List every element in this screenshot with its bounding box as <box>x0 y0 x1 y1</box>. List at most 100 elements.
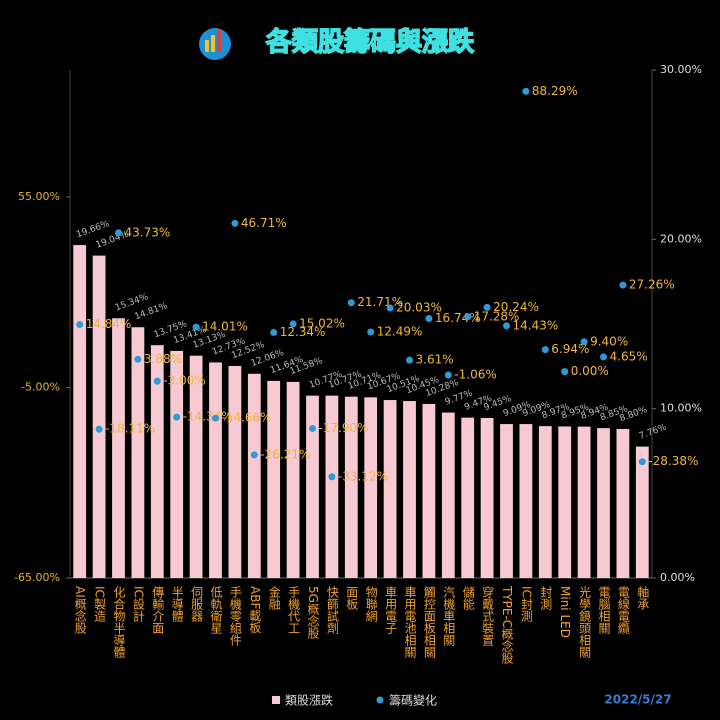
dot-label: 4.65% <box>610 349 648 363</box>
dot-label: -14.34% <box>183 410 233 424</box>
bar <box>403 401 416 578</box>
legend-swatch <box>272 696 280 704</box>
dot-label: 12.49% <box>377 324 423 338</box>
dot-label: 3.88% <box>144 352 182 366</box>
dot-label: 17.28% <box>474 309 520 323</box>
dot-label: 3.61% <box>416 353 454 367</box>
y-tick-label: -65.00% <box>14 571 60 584</box>
dot-label: -14.66% <box>222 411 272 425</box>
dot <box>541 346 549 354</box>
bar <box>500 424 513 578</box>
dot-label: 43.73% <box>125 225 171 239</box>
dot <box>270 328 278 336</box>
y2-tick-label: 30.00% <box>660 63 702 76</box>
x-tick-label: 快篩試劑 <box>325 586 339 634</box>
x-tick-label: AI概念股 <box>73 586 87 634</box>
x-tick-label: Mini LED <box>558 586 572 638</box>
bar <box>616 428 630 578</box>
x-tick-label: 伺服器 <box>190 586 204 623</box>
bar <box>247 373 261 578</box>
dot-label: 14.43% <box>513 318 559 332</box>
bar <box>325 395 339 578</box>
bar <box>519 424 533 578</box>
dot <box>134 355 142 363</box>
x-tick-label: 儲能 <box>461 586 475 610</box>
bar <box>364 397 378 578</box>
x-tick-label: 穿戴式裝置 <box>481 585 495 646</box>
legend-label: 籌碼變化 <box>389 693 437 708</box>
bar <box>461 417 475 578</box>
dot-label: -28.38% <box>648 454 698 468</box>
dot <box>503 322 510 330</box>
bar <box>286 381 300 578</box>
dot <box>192 323 200 331</box>
dot <box>367 328 375 336</box>
dot <box>76 321 84 329</box>
x-tick-label: 車用電子 <box>384 586 398 634</box>
bar <box>131 327 145 578</box>
dot-label: 27.26% <box>629 278 675 292</box>
legend-swatch <box>376 696 384 704</box>
bar <box>150 345 164 578</box>
dot <box>289 320 297 328</box>
dot-label: 0.00% <box>571 364 609 378</box>
y2-tick-label: 10.00% <box>660 402 702 415</box>
legend-label: 類股漲跌 <box>285 693 333 708</box>
dot-label: -17.90% <box>319 421 369 435</box>
x-tick-label: 光學鏡頭相關 <box>578 586 592 658</box>
dot <box>115 229 122 237</box>
dot <box>444 371 452 379</box>
dot <box>328 473 336 481</box>
dot-label: 12.34% <box>280 325 326 339</box>
dot <box>522 87 530 95</box>
bar <box>228 365 242 578</box>
x-tick-label: 5G概念股 <box>306 586 320 639</box>
x-tick-label: 電腦相關 <box>597 586 611 634</box>
chart-title: 各類股籌碼與漲跌 <box>265 27 474 58</box>
bar <box>441 412 455 578</box>
dot-label: 20.24% <box>493 300 539 314</box>
bar <box>635 446 649 578</box>
bar <box>73 245 87 578</box>
dot <box>600 353 607 361</box>
dot <box>153 377 161 385</box>
x-tick-label: 車用電池相關 <box>403 586 417 658</box>
bar <box>306 395 319 578</box>
bar <box>480 417 494 578</box>
x-tick-label: IC封測 <box>519 586 533 622</box>
x-tick-label: 低軌衛星 <box>209 586 223 634</box>
dot-label: -26.21% <box>260 447 310 461</box>
bar <box>112 318 125 578</box>
dot <box>173 413 181 421</box>
dot <box>580 338 588 346</box>
bar <box>383 400 397 578</box>
x-tick-label: 傳輸介面 <box>151 586 165 634</box>
bar <box>209 362 222 578</box>
bar <box>92 255 106 578</box>
logo <box>199 28 231 60</box>
dot-label: 46.71% <box>241 216 287 230</box>
bar <box>267 380 281 578</box>
x-tick-label: 手機零組件 <box>228 586 242 646</box>
dot <box>309 424 316 432</box>
bar <box>422 403 436 578</box>
dot-label: -3.00% <box>163 374 205 388</box>
y-tick-label: -5.00% <box>21 381 60 394</box>
y2-tick-label: 20.00% <box>660 232 702 245</box>
x-tick-label: IC設計 <box>131 586 145 622</box>
dot-label: 14.01% <box>202 320 248 334</box>
x-tick-label: 觸控面板相關 <box>422 585 436 658</box>
x-tick-label: 手機代工 <box>287 586 301 634</box>
x-tick-label: 汽機車相關 <box>442 585 456 646</box>
x-tick-label: 軸承 <box>636 586 650 610</box>
dot-label: -33.12% <box>338 469 388 483</box>
dot <box>619 281 627 289</box>
bar <box>558 426 572 578</box>
dot <box>561 368 569 376</box>
dot-label: 6.94% <box>551 342 589 356</box>
bar <box>344 396 358 578</box>
bar <box>597 428 610 578</box>
dot-label: -1.06% <box>454 367 496 381</box>
x-tick-label: 金融 <box>267 585 281 611</box>
